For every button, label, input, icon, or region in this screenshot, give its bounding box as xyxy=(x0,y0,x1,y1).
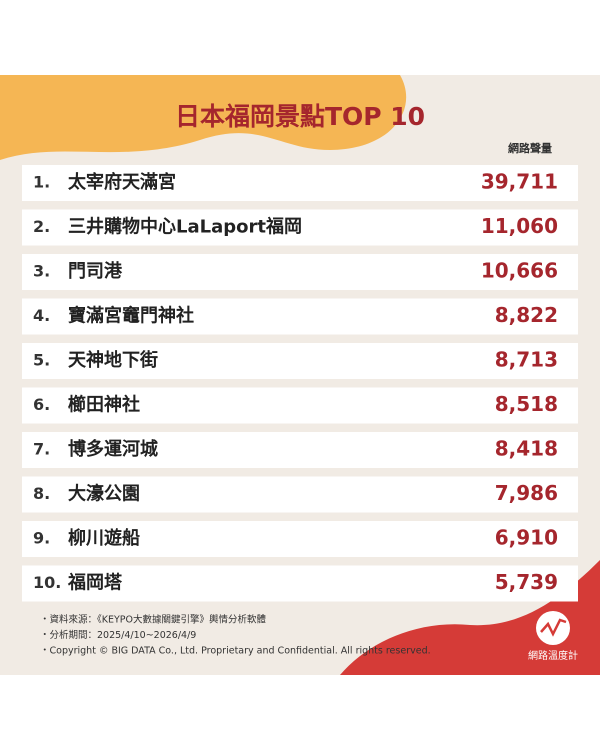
footer-note: ・資料來源：《KEYPO大數據關鍵引擎》輿情分析軟體 xyxy=(40,614,266,626)
rank: 8. xyxy=(33,484,50,503)
row-background xyxy=(22,209,578,246)
volume: 8,713 xyxy=(495,348,558,372)
rank: 6. xyxy=(33,395,50,414)
place-name: 太宰府天滿宮 xyxy=(68,171,176,193)
row-background xyxy=(22,298,578,335)
volume: 39,711 xyxy=(481,170,558,194)
place-name: 博多運河城 xyxy=(68,438,158,460)
row-background xyxy=(22,432,578,468)
place-name: 三井購物中心LaLaport福岡 xyxy=(68,216,302,238)
place-name: 寶滿宮竈門神社 xyxy=(68,305,194,327)
volume: 5,739 xyxy=(495,570,558,594)
row-background xyxy=(22,476,578,513)
logo-text: 網路溫度計 xyxy=(528,649,578,662)
rank: 5. xyxy=(33,351,50,370)
rank: 3. xyxy=(33,262,50,281)
footer-notes: ・資料來源：《KEYPO大數據關鍵引擎》輿情分析軟體・分析期間：2025/4/1… xyxy=(40,614,431,657)
place-name: 櫛田神社 xyxy=(68,394,140,416)
rank: 7. xyxy=(33,440,50,459)
title: 日本福岡景點TOP 10 xyxy=(175,102,425,131)
footer-note: ・Copyright © BIG DATA Co., Ltd. Propriet… xyxy=(40,646,431,657)
logo-icon xyxy=(540,618,567,637)
volume: 7,986 xyxy=(495,481,558,505)
row-background xyxy=(22,165,578,201)
rank: 10. xyxy=(33,573,61,592)
place-name: 柳川遊船 xyxy=(68,527,140,549)
volume: 8,518 xyxy=(495,392,558,416)
logo-circle xyxy=(536,611,570,645)
place-name: 門司港 xyxy=(68,261,123,282)
volume: 8,418 xyxy=(495,437,558,461)
column-header: 網路聲量 xyxy=(508,141,552,155)
place-name: 大濠公園 xyxy=(68,483,140,505)
red-blob xyxy=(340,560,600,675)
row-background xyxy=(22,565,578,602)
volume: 8,822 xyxy=(495,303,558,327)
row-background xyxy=(22,343,578,379)
orange-blob xyxy=(0,75,407,160)
row-background xyxy=(22,521,578,557)
rank: 4. xyxy=(33,306,50,325)
rank: 9. xyxy=(33,529,50,548)
place-name: 天神地下街 xyxy=(68,349,158,371)
footer-note: ・分析期間：2025/4/10~2026/4/9 xyxy=(40,629,196,641)
row-background xyxy=(22,387,578,424)
row-background xyxy=(22,254,578,290)
place-name: 福岡塔 xyxy=(67,572,123,594)
volume: 10,666 xyxy=(481,259,558,283)
rank: 2. xyxy=(33,217,50,236)
ranking-table: 1. 太宰府天滿宮 39,711 2. 三井購物中心LaLaport福岡 11,060 3.… xyxy=(22,165,578,602)
rank: 1. xyxy=(33,173,50,192)
volume: 6,910 xyxy=(495,526,558,550)
volume: 11,060 xyxy=(481,214,558,238)
